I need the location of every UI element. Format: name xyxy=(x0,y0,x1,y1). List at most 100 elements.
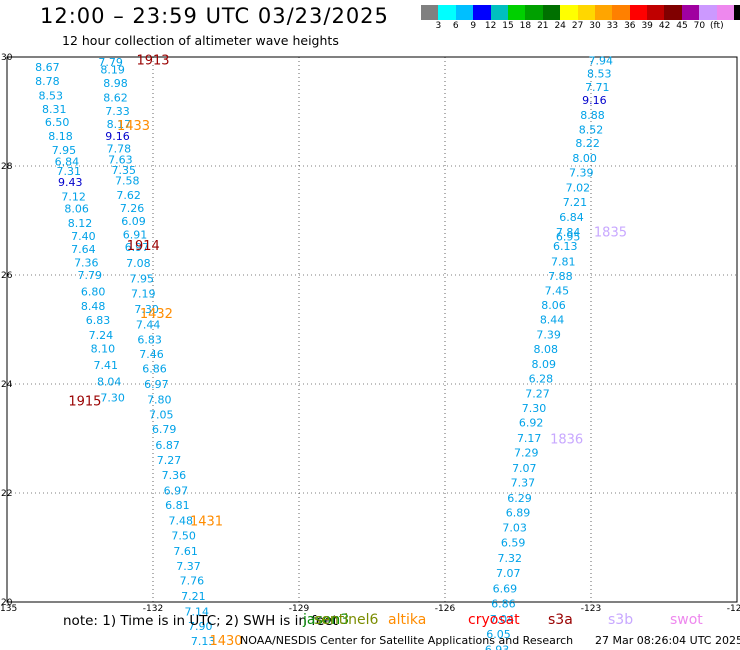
colorbar-swatch xyxy=(647,5,665,20)
wave-height-value: 8.48 xyxy=(81,300,106,313)
colorbar-label: 21 xyxy=(537,21,549,31)
wave-height-value: 7.36 xyxy=(162,469,187,482)
wave-height-value: 6.89 xyxy=(506,507,531,520)
legend-sentinel6: sentinel6 xyxy=(314,612,379,628)
lon-tick-label: -135 xyxy=(0,604,17,614)
wave-height-value: 6.91 xyxy=(123,229,148,242)
wave-height-value: 7.31 xyxy=(57,165,82,178)
wave-height-value: 7.63 xyxy=(108,153,133,166)
wave-height-value: 7.14 xyxy=(185,605,210,618)
wave-height-value: 7.40 xyxy=(71,230,96,243)
wave-height-value: 7.12 xyxy=(61,191,86,204)
wave-height-value: 6.83 xyxy=(137,333,162,346)
wave-height-value: 6.69 xyxy=(493,582,518,595)
legend-swot: swot xyxy=(670,612,703,628)
wave-height-value: 7.78 xyxy=(107,143,132,156)
wave-height-value: 7.21 xyxy=(563,196,588,209)
colorbar-label: 33 xyxy=(606,21,619,31)
wave-height-value: 7.84 xyxy=(556,226,581,239)
wave-height-value: 7.90 xyxy=(188,620,213,633)
wave-height-value: 6.92 xyxy=(519,417,544,430)
pass-time-label: 1836 xyxy=(550,433,583,448)
wave-height-colorbar xyxy=(421,5,740,20)
wave-height-value: 7.61 xyxy=(173,545,198,558)
wave-height-value: 6.80 xyxy=(81,285,106,298)
map-subtitle: 12 hour collection of altimeter wave hei… xyxy=(62,33,339,48)
wave-height-value: 7.79 xyxy=(77,269,102,282)
colorbar-swatch xyxy=(612,5,630,20)
pass-time-label: 1433 xyxy=(117,119,150,134)
colorbar-swatch xyxy=(629,5,648,20)
colorbar-label: 3 xyxy=(435,21,442,31)
legend-s3b: s3b xyxy=(608,612,634,628)
wave-height-value: 7.88 xyxy=(548,270,573,283)
wave-height-value: 8.18 xyxy=(48,130,73,143)
wave-height-value: 7.03 xyxy=(502,521,527,534)
legend-cryosat: cryosat xyxy=(468,612,520,628)
colorbar-label: 15 xyxy=(502,21,514,31)
wave-height-value: 7.64 xyxy=(71,243,96,256)
wave-height-value: 7.79 xyxy=(98,56,123,69)
colorbar-swatch xyxy=(681,5,700,20)
wave-height-value: 8.09 xyxy=(532,358,557,371)
wave-height-value: 6.29 xyxy=(507,492,532,505)
colorbar-swatch xyxy=(490,5,508,20)
wave-height-value: 9.43 xyxy=(58,176,83,189)
pass-time-label: 1914 xyxy=(127,239,160,254)
map-title: 12:00 – 23:59 UTC 03/23/2025 xyxy=(40,4,389,28)
wave-height-value: 6.97 xyxy=(164,484,189,497)
colorbar-label: 27 xyxy=(571,21,584,31)
wave-height-value: 7.48 xyxy=(168,514,193,527)
wave-height-value: 6.05 xyxy=(486,628,511,641)
colorbar-swatch xyxy=(542,5,561,20)
wave-height-value: 7.17 xyxy=(517,432,542,445)
pass-time-label: 1915 xyxy=(68,394,101,409)
wave-height-value: 7.45 xyxy=(545,284,570,297)
colorbar-label: 12 xyxy=(484,21,497,31)
wave-height-value: 7.95 xyxy=(52,144,77,157)
pass-time-label: 1432 xyxy=(140,307,173,322)
wave-height-value: 8.22 xyxy=(575,137,600,150)
wave-height-value: 7.26 xyxy=(120,202,145,215)
wave-height-value: 8.06 xyxy=(541,299,566,312)
lat-tick-label: 20 xyxy=(1,598,13,608)
colorbar-swatch xyxy=(421,5,439,20)
colorbar-swatch xyxy=(734,5,740,20)
lat-tick-label: 30 xyxy=(1,53,13,63)
wave-height-value: 7.30 xyxy=(522,402,547,415)
pass-time-label: 1430 xyxy=(209,634,242,649)
wave-height-value: 8.10 xyxy=(91,343,116,356)
wave-height-value: 8.00 xyxy=(572,152,597,165)
wave-height-value: 6.13 xyxy=(553,240,578,253)
lon-tick-label: -132 xyxy=(143,604,163,614)
wave-height-value: 7.76 xyxy=(180,575,205,588)
colorbar-swatch xyxy=(473,5,491,20)
wave-height-value: 6.97 xyxy=(125,241,150,254)
wave-height-value: 6.83 xyxy=(86,314,111,327)
lon-tick-label: -123 xyxy=(581,604,601,614)
lat-tick-label: 26 xyxy=(1,271,13,281)
colorbar-label: 30 xyxy=(589,21,601,31)
wave-height-value: 8.44 xyxy=(540,314,565,327)
colorbar-swatch xyxy=(525,5,543,20)
lat-tick-label: 24 xyxy=(1,380,13,390)
pass-time-label: 1913 xyxy=(136,54,169,69)
wave-height-value: 6.86 xyxy=(142,363,167,376)
lon-tick-label: -129 xyxy=(289,604,310,614)
wave-height-value: 6.93 xyxy=(485,643,510,650)
colorbar-label: 39 xyxy=(641,21,653,31)
lon-tick-label: -126 xyxy=(435,604,456,614)
wave-height-value: 7.32 xyxy=(497,552,522,565)
colorbar-label: 42 xyxy=(658,21,671,31)
wave-height-value: 7.37 xyxy=(511,477,536,490)
wave-height-value: 6.50 xyxy=(45,116,70,129)
wave-height-value: 7.04 xyxy=(490,613,515,626)
lat-tick-label: 22 xyxy=(1,489,12,499)
colorbar-swatch xyxy=(664,5,682,20)
wave-height-value: 7.62 xyxy=(116,189,141,202)
wave-height-value: 8.06 xyxy=(64,203,89,216)
wave-height-value: 7.71 xyxy=(585,81,610,94)
wave-height-value: 7.36 xyxy=(74,256,99,269)
colorbar-label: 18 xyxy=(519,21,532,31)
